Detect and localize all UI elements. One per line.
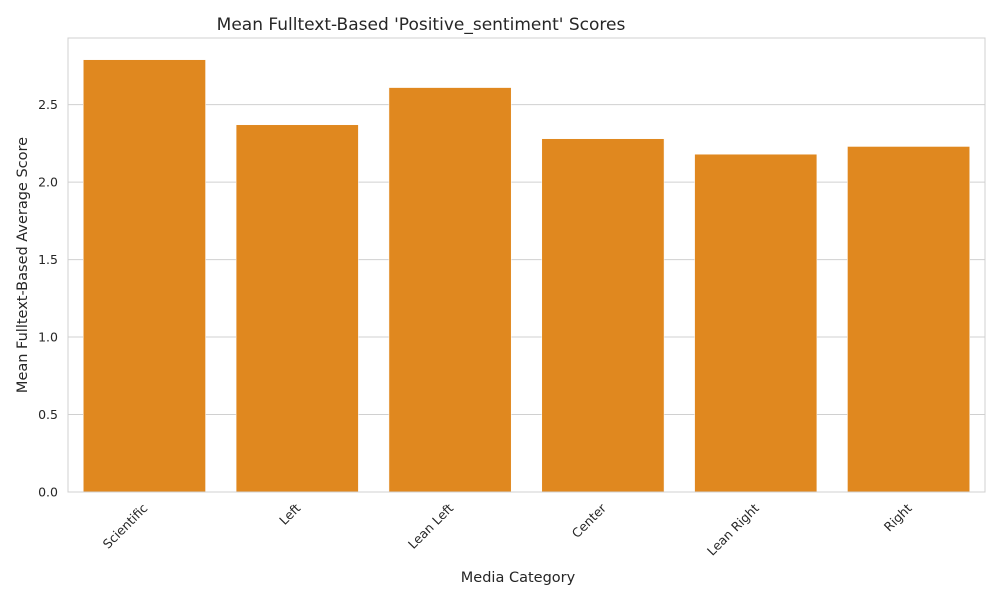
x-axis-ticks: Scientific Left Lean Left Center Lean Right R… — [100, 500, 915, 559]
bars — [83, 59, 970, 493]
y-axis-ticks: 0.0 0.5 1.0 1.5 2.0 2.5 — [38, 97, 58, 499]
bar-lean-right — [694, 153, 818, 493]
y-tick-label: 0.0 — [38, 485, 58, 500]
bar-lean-left — [388, 87, 512, 493]
y-tick-label: 1.5 — [38, 252, 58, 267]
y-tick-label: 0.5 — [38, 407, 58, 422]
chart-title: Mean Fulltext-Based 'Positive_sentiment'… — [217, 15, 626, 35]
bar-scientific — [83, 59, 206, 493]
bar-center — [541, 138, 665, 493]
bar-left — [235, 124, 359, 493]
y-axis-label: Mean Fulltext-Based Average Score — [15, 137, 31, 393]
x-tick-label: Lean Left — [405, 500, 456, 551]
x-tick-label: Left — [276, 500, 303, 527]
y-tick-label: 1.0 — [38, 330, 58, 345]
x-tick-label: Right — [881, 500, 915, 534]
x-axis-label: Media Category — [461, 570, 576, 586]
x-tick-label: Lean Right — [704, 500, 762, 558]
x-tick-label: Scientific — [100, 500, 151, 551]
y-tick-label: 2.0 — [38, 175, 58, 190]
x-tick-label: Center — [569, 500, 610, 541]
bar-right — [847, 146, 970, 493]
plot-frame — [67, 37, 986, 493]
y-tick-label: 2.5 — [38, 97, 58, 112]
